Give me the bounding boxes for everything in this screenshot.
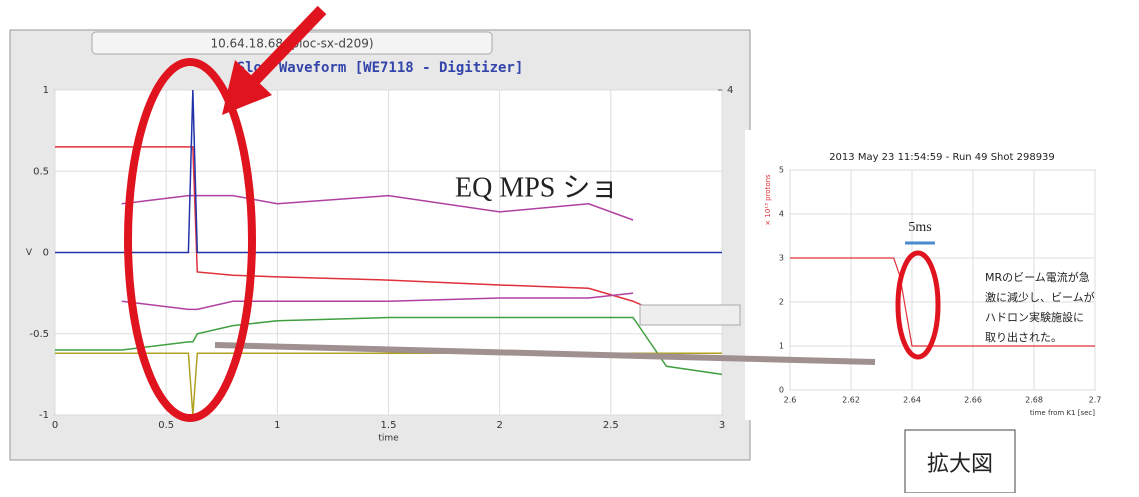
annotation: 5ms <box>908 220 931 235</box>
x-axis-label: time <box>378 434 399 444</box>
x-tick-label: 2.6 <box>784 396 797 405</box>
x-axis-label: time from K1 [sec] <box>1030 409 1095 417</box>
x-tick-label: 1 <box>274 420 280 431</box>
x-tick-label: 0.5 <box>158 420 174 431</box>
x-tick-label: 2.7 <box>1089 396 1102 405</box>
y-axis-label: × 10¹³ protons <box>764 174 772 226</box>
y-axis-label: V <box>26 248 33 258</box>
y-tick-label: 1 <box>43 85 49 96</box>
x-tick-label: 2.62 <box>842 396 860 405</box>
y-tick-label: -0.5 <box>29 329 49 340</box>
annotation: 激に減少し、ビームが <box>985 290 1095 304</box>
x-tick-label: 2.64 <box>903 396 921 405</box>
y-tick-label: 5 <box>779 166 784 175</box>
annotation: 取り出された。 <box>985 330 1062 344</box>
x-tick-label: 2.68 <box>1025 396 1043 405</box>
dialog <box>640 305 740 325</box>
x-tick-label: 2.66 <box>964 396 982 405</box>
chart-title: 2013 May 23 11:54:59 - Run 49 Shot 29893… <box>829 152 1055 163</box>
x-tick-label: 2.5 <box>603 420 619 431</box>
y-tick-label: -1 <box>39 410 49 421</box>
y-tick-label: 0 <box>43 248 49 259</box>
screenshot: 10.64.18.68 (ploc-sx-d209) Slow Waveform… <box>0 0 1139 493</box>
annotation: 拡大図 <box>927 452 993 477</box>
y-tick-label: 3 <box>779 254 784 263</box>
x-tick-label: 3 <box>719 420 725 431</box>
y-tick-label: 0 <box>779 386 784 395</box>
annotation: EQ MPS ショ <box>455 172 618 203</box>
y-tick-label: 0.5 <box>33 166 49 177</box>
annotation: MRのビーム電流が急 <box>985 270 1090 284</box>
y-tick-label: 1 <box>779 342 784 351</box>
y2-tick-label: 4 <box>727 85 733 96</box>
x-tick-label: 1.5 <box>381 420 397 431</box>
annotation: ハドロン実験施設に <box>985 310 1084 324</box>
y-tick-label: 4 <box>779 210 784 219</box>
y-tick-label: 2 <box>779 298 784 307</box>
x-tick-label: 0 <box>52 420 58 431</box>
x-tick-label: 2 <box>496 420 502 431</box>
